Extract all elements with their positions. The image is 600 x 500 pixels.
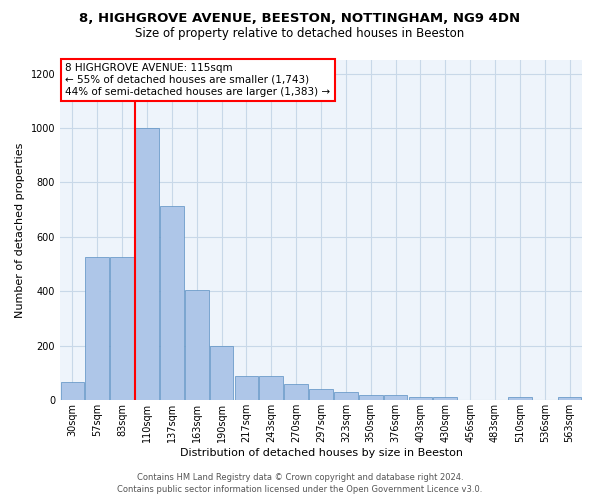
Text: Size of property relative to detached houses in Beeston: Size of property relative to detached ho… [136,28,464,40]
Bar [160,206,184,400]
Text: Contains HM Land Registry data © Crown copyright and database right 2024.: Contains HM Land Registry data © Crown c… [137,472,463,482]
Bar [508,398,532,400]
Bar [384,394,407,400]
Bar [210,346,233,400]
Bar [135,128,159,400]
Bar [334,392,358,400]
Bar [110,257,134,400]
Bar [433,398,457,400]
X-axis label: Distribution of detached houses by size in Beeston: Distribution of detached houses by size … [179,448,463,458]
Text: 8, HIGHGROVE AVENUE, BEESTON, NOTTINGHAM, NG9 4DN: 8, HIGHGROVE AVENUE, BEESTON, NOTTINGHAM… [79,12,521,26]
Bar [359,394,383,400]
Bar [85,257,109,400]
Bar [61,382,84,400]
Bar [259,376,283,400]
Text: Contains public sector information licensed under the Open Government Licence v3: Contains public sector information licen… [118,485,482,494]
Bar [284,384,308,400]
Bar [309,389,333,400]
Y-axis label: Number of detached properties: Number of detached properties [15,142,25,318]
Bar [409,398,432,400]
Text: 8 HIGHGROVE AVENUE: 115sqm
← 55% of detached houses are smaller (1,743)
44% of s: 8 HIGHGROVE AVENUE: 115sqm ← 55% of deta… [65,64,331,96]
Bar [185,290,209,400]
Bar [235,376,258,400]
Bar [558,398,581,400]
